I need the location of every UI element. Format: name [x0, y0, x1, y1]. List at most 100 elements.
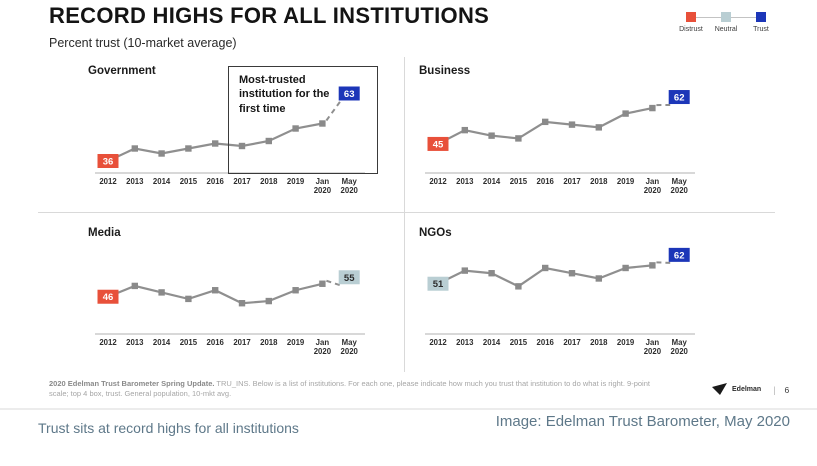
neutral-swatch-icon — [721, 12, 731, 22]
article-caption: Trust sits at record highs for all insti… — [38, 420, 299, 436]
value-label-box — [97, 289, 119, 304]
x-tick-label: 2017 — [233, 177, 250, 186]
data-marker — [488, 270, 495, 277]
data-marker — [292, 125, 299, 132]
value-label-box — [338, 270, 360, 285]
page-number: 6 — [784, 384, 790, 395]
media-quadrant: Media 2012 2013 2014 2015 2016 2017 2018 2019 Ja… — [38, 213, 405, 372]
chart-title-business: Business — [419, 65, 471, 77]
trend-line — [437, 106, 653, 145]
slide-title: RECORD HIGHS FOR ALL INSTITUTIONS — [49, 3, 490, 28]
slide-subtitle: Percent trust (10-market average) — [49, 36, 237, 50]
x-tick-label: 2015 — [180, 177, 198, 186]
projection-dashed-line — [326, 279, 341, 287]
value-label-box — [97, 154, 119, 168]
trust-legend: Distrust Neutral Trust — [674, 8, 778, 36]
trend-line — [107, 282, 323, 305]
value-label-box — [427, 276, 449, 291]
trust-swatch-icon — [756, 12, 766, 22]
chart-title-media: Media — [88, 227, 121, 239]
data-marker — [461, 267, 468, 274]
data-marker — [595, 124, 602, 131]
value-label-box — [427, 136, 449, 151]
x-tick-label: 2014 — [483, 177, 501, 186]
x-tick-label: 2018 — [260, 338, 278, 347]
chart-title-ngos: NGOs — [419, 227, 452, 239]
government-quadrant: Government 2012 2013 2014 2015 2016 2017 2018 2… — [38, 57, 405, 213]
data-marker — [568, 121, 576, 128]
data-marker — [265, 137, 272, 145]
data-marker — [488, 132, 495, 139]
chart-title-government: Government — [88, 65, 156, 77]
x-tick-label: 2019 — [287, 338, 305, 347]
legend-label: Neutral — [714, 26, 738, 33]
data-marker — [461, 126, 468, 134]
x-tick-label: May 2020 — [671, 177, 689, 195]
edelman-logo-text: Edelman — [732, 386, 762, 393]
x-tick-label: 2016 — [537, 177, 555, 186]
data-marker — [319, 120, 326, 127]
data-marker — [649, 262, 656, 269]
data-marker — [158, 289, 165, 296]
x-tick-label: 2013 — [126, 338, 144, 347]
x-tick-label: 2017 — [563, 338, 580, 347]
data-marker — [238, 300, 246, 307]
x-tick-label: 2012 — [99, 177, 117, 186]
distrust-swatch-icon — [686, 12, 696, 22]
x-tick-label: 2019 — [617, 177, 635, 186]
government-chart: 2012 2013 2014 2015 2016 2017 2018 2019 Jan 2020 M… — [95, 86, 365, 195]
x-tick-label: 2014 — [483, 338, 501, 347]
footnote-rest: TRU_INS. Below is a list of institutions… — [49, 379, 650, 399]
x-tick-label: 2014 — [153, 177, 171, 186]
value-label: 45 — [433, 139, 444, 150]
x-tick-label: Jan 2020 — [644, 177, 662, 195]
x-tick-label: 2015 — [510, 338, 528, 347]
data-marker — [131, 282, 138, 290]
data-marker — [568, 270, 576, 277]
x-tick-label: 2018 — [590, 177, 608, 186]
value-label: 62 — [674, 250, 685, 261]
business-quadrant: Business 2012 2013 2014 2015 2016 2017 2018 201… — [405, 57, 775, 213]
x-tick-label: May 2020 — [341, 177, 359, 195]
value-label-box — [668, 90, 690, 105]
value-label-box — [668, 247, 690, 262]
data-marker — [158, 150, 165, 157]
media-chart: 2012 2013 2014 2015 2016 2017 2018 2019 Jan 2020 M… — [95, 270, 365, 356]
legend-label: Trust — [753, 26, 769, 33]
page-number-divider: | — [773, 384, 776, 395]
legend-label: Distrust — [679, 26, 703, 33]
x-tick-label: Jan 2020 — [314, 338, 332, 356]
x-tick-label: Jan 2020 — [644, 338, 662, 356]
x-tick-label: 2013 — [456, 177, 474, 186]
data-marker — [212, 287, 219, 294]
x-tick-label: 2016 — [537, 338, 555, 347]
data-marker — [319, 280, 326, 287]
legend-item-trust: Trust — [744, 8, 778, 33]
trust-barometer-slide: RECORD HIGHS FOR ALL INSTITUTIONS Percen… — [0, 3, 817, 410]
x-tick-label: 2017 — [563, 177, 580, 186]
charts-grid: Government 2012 2013 2014 2015 2016 2017 2018 2… — [38, 57, 775, 372]
value-label: 55 — [344, 273, 355, 284]
value-label: 36 — [103, 157, 114, 168]
legend-item-neutral: Neutral — [709, 8, 743, 33]
x-tick-label: 2013 — [456, 338, 474, 347]
data-marker — [185, 295, 192, 303]
data-marker — [542, 118, 549, 126]
x-tick-label: May 2020 — [671, 338, 689, 356]
value-label-box — [338, 86, 360, 101]
data-marker — [515, 283, 522, 290]
x-tick-label: 2016 — [207, 338, 225, 347]
data-marker — [185, 145, 192, 152]
projection-dashed-line — [656, 261, 671, 264]
data-marker — [649, 104, 656, 112]
x-tick-label: 2012 — [99, 338, 117, 347]
x-tick-label: 2014 — [153, 338, 171, 347]
data-marker — [292, 287, 299, 294]
x-tick-label: 2012 — [429, 177, 447, 186]
data-marker — [238, 142, 246, 150]
ngos-quadrant: NGOs 2012 2013 2014 2015 2016 2017 2018 2019 Jan… — [405, 213, 775, 372]
value-label: 51 — [433, 279, 444, 290]
source-footnote: 2020 Edelman Trust Barometer Spring Upda… — [49, 379, 669, 399]
business-chart: 2012 2013 2014 2015 2016 2017 2018 2019 Jan 2020 M… — [425, 90, 695, 195]
